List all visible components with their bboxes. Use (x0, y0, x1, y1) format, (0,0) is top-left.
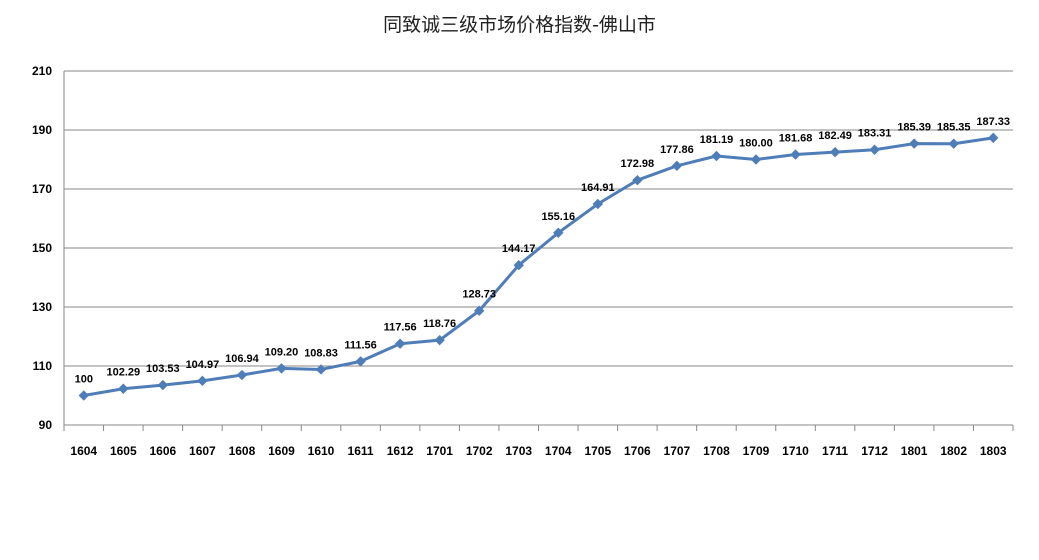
x-tick-label: 1706 (624, 444, 651, 458)
data-point (829, 146, 841, 158)
data-label: 164.91 (581, 182, 615, 194)
data-point (315, 364, 327, 375)
data-point (553, 227, 564, 238)
data-point (869, 144, 880, 155)
y-tick-label: 150 (32, 241, 52, 255)
data-label: 111.56 (344, 339, 376, 351)
data-label: 100 (75, 374, 93, 386)
y-tick-label: 110 (33, 359, 53, 373)
x-tick-label: 1702 (466, 444, 493, 458)
data-point (78, 390, 89, 401)
y-tick-label: 90 (39, 418, 53, 432)
data-label: 104.97 (186, 359, 220, 371)
x-tick-label: 1608 (229, 444, 256, 458)
data-point (236, 369, 248, 381)
data-label: 181.19 (700, 134, 734, 146)
data-label: 155.16 (541, 211, 575, 223)
x-tick-label: 1611 (348, 444, 374, 458)
data-label: 118.76 (423, 318, 456, 330)
x-tick-label: 1711 (822, 444, 848, 458)
data-label: 103.53 (146, 363, 180, 375)
data-point (157, 379, 169, 391)
y-tick-label: 170 (32, 182, 52, 196)
data-label: 109.20 (265, 346, 299, 358)
x-tick-label: 1612 (387, 444, 414, 458)
x-tick-label: 1705 (584, 444, 611, 458)
data-point (118, 383, 129, 394)
x-tick-label: 1712 (861, 444, 888, 458)
data-point (632, 175, 643, 186)
data-point (434, 334, 445, 346)
data-label: 187.33 (976, 116, 1010, 128)
data-label: 177.86 (660, 144, 694, 156)
x-tick-label: 1709 (743, 444, 770, 458)
x-tick-label: 1707 (664, 444, 691, 458)
data-label: 185.39 (897, 122, 931, 134)
data-point (473, 305, 485, 316)
data-point (513, 259, 524, 271)
x-tick-label: 1802 (940, 444, 967, 458)
data-label: 108.83 (304, 347, 338, 359)
data-label: 185.35 (937, 122, 971, 134)
x-tick-label: 1710 (782, 444, 809, 458)
x-tick-label: 1803 (980, 444, 1007, 458)
data-point (750, 154, 762, 165)
data-label: 128.73 (462, 289, 496, 301)
data-label: 180.00 (739, 138, 773, 150)
data-point (592, 198, 604, 210)
data-label: 183.31 (858, 128, 892, 140)
x-tick-label: 1605 (110, 444, 137, 458)
x-tick-label: 1701 (426, 444, 453, 458)
data-point (948, 138, 959, 149)
y-tick-label: 190 (32, 123, 52, 137)
data-point (197, 375, 208, 387)
data-point (988, 132, 999, 144)
x-tick-label: 1708 (703, 444, 730, 458)
x-tick-label: 1703 (505, 444, 532, 458)
data-point (908, 138, 920, 149)
data-label: 181.68 (779, 133, 813, 145)
data-point (671, 160, 683, 172)
data-point (711, 150, 722, 162)
x-tick-label: 1606 (150, 444, 177, 458)
data-point (276, 363, 287, 374)
data-label: 144.17 (502, 243, 536, 255)
y-tick-label: 210 (32, 64, 52, 78)
series-line (83, 136, 994, 397)
x-tick-label: 1610 (308, 444, 335, 458)
y-tick-label: 130 (32, 300, 52, 314)
data-label: 106.94 (225, 353, 260, 365)
data-label: 102.29 (106, 367, 140, 379)
data-label: 182.49 (818, 130, 852, 142)
x-tick-label: 1704 (545, 444, 572, 458)
data-label: 117.56 (384, 322, 417, 334)
data-point (790, 149, 801, 160)
data-point (355, 356, 366, 367)
x-tick-label: 1604 (70, 444, 97, 458)
x-tick-label: 1607 (189, 444, 216, 458)
chart-title: 同致诚三级市场价格指数-佛山市 (383, 14, 656, 36)
data-label: 172.98 (621, 158, 655, 170)
x-tick-label: 1801 (901, 444, 928, 458)
data-point (394, 338, 406, 349)
x-tick-label: 1609 (268, 444, 295, 458)
